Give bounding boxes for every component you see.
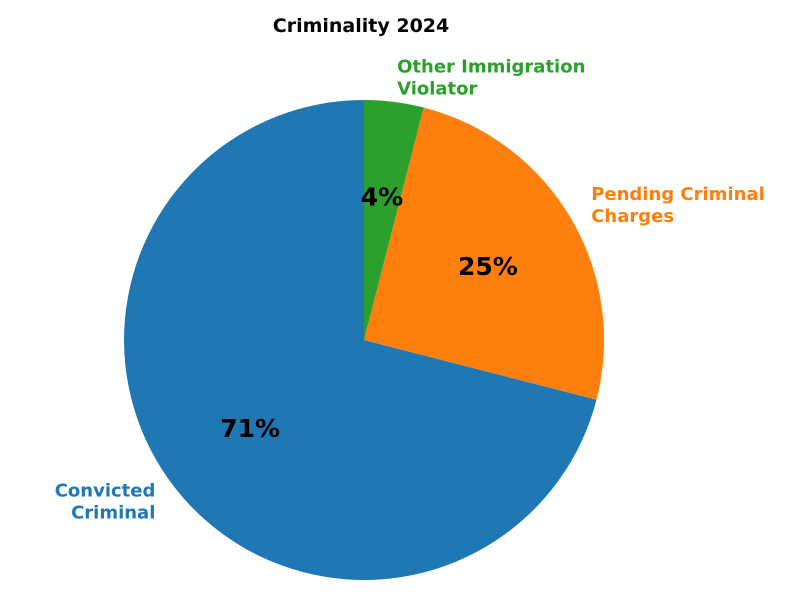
pie-slice-pending-criminal-charges — [364, 107, 605, 400]
pie-slice-other-immigration-violator — [364, 99, 424, 340]
slice-label-other-immigration-violator-line-1: Other Immigration — [397, 57, 585, 78]
slice-label-other-immigration-violator-line-2: Violator — [397, 79, 477, 100]
slice-label-pending-criminal-charges-line-1: Pending Criminal — [591, 184, 765, 205]
chart-title: Criminality 2024 — [272, 15, 450, 37]
slice-label-convicted-criminal-line-1: Convicted — [55, 480, 156, 501]
pct-label-convicted-criminal: 71% — [220, 414, 280, 443]
slice-label-pending-criminal-charges-line-2: Charges — [591, 206, 674, 227]
pct-label-other-immigration-violator: 4% — [361, 183, 403, 212]
slice-label-convicted-criminal-line-2: Criminal — [71, 502, 155, 523]
pie-slice-convicted-criminal — [124, 100, 597, 580]
pct-label-pending-criminal-charges: 25% — [458, 252, 518, 281]
